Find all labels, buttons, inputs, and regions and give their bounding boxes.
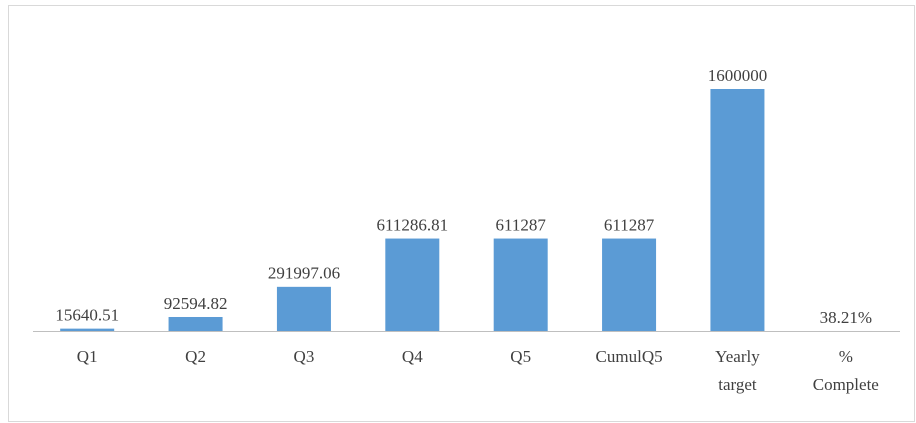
data-label: 38.21% — [820, 308, 872, 327]
bar — [276, 286, 331, 331]
data-label: 15640.51 — [55, 306, 119, 325]
data-label: 291997.06 — [268, 264, 340, 283]
x-tick-label: CumulQ5 — [596, 347, 663, 366]
x-tick-label: Q1 — [77, 347, 98, 366]
bar — [168, 316, 223, 331]
data-label: 1600000 — [708, 66, 768, 85]
data-label: 611287 — [496, 215, 547, 234]
chart-border — [8, 5, 915, 422]
bar — [385, 238, 440, 331]
x-tick-label: Yearly target — [715, 347, 760, 394]
bar — [602, 238, 657, 331]
bar — [710, 89, 765, 331]
bar — [60, 328, 115, 331]
data-label: 611287 — [604, 215, 655, 234]
data-label: 92594.82 — [164, 294, 228, 313]
bar — [493, 238, 548, 331]
x-tick-label: Q4 — [402, 347, 423, 366]
x-tick-label: Q5 — [510, 347, 531, 366]
x-tick-label: Q2 — [185, 347, 206, 366]
x-tick-label: Q3 — [294, 347, 315, 366]
x-tick-label: % Complete — [813, 347, 879, 394]
data-label: 611286.81 — [377, 215, 449, 234]
